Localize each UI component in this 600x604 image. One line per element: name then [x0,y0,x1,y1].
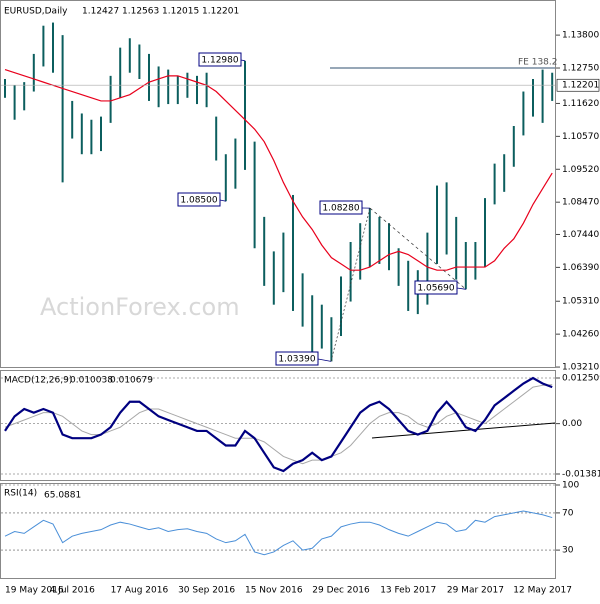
rsi-title: RSI(14) [4,489,37,499]
watermark: ActionForex.com [40,293,240,321]
y-tick-label: 1.06390 [562,263,599,273]
y-tick-label: 1.11620 [562,99,599,109]
y-tick-label: 0.00 [562,419,582,429]
annotation-label: 1.05690 [417,284,454,294]
x-tick-label: 13 Feb 2017 [380,586,436,596]
fe-label: FE 138.2 [518,58,558,68]
x-tick-label: 29 Mar 2017 [447,586,504,596]
header-value: 0.010038 [70,376,113,386]
header-value: 1.12427 [82,7,119,17]
y-tick-label: 1.13800 [562,31,599,41]
x-tick-label: 4 Jul 2016 [50,586,95,596]
x-tick-label: 17 Aug 2016 [111,586,169,596]
y-tick-label: 0.012509 [562,373,600,383]
header-value: 1.12015 [162,7,199,17]
annotation-label: 1.03390 [278,355,315,365]
y-tick-label: 100 [562,481,579,491]
y-tick-label: 1.04260 [562,330,599,340]
y-tick-label: 1.10570 [562,132,599,142]
x-tick-label: 15 Nov 2016 [245,586,303,596]
annotation-label: 1.12980 [201,56,238,66]
y-tick-label: 1.12750 [562,64,599,74]
y-tick-label: 70 [562,508,574,518]
header-value: 1.12201 [202,7,239,17]
header-value: 65.0881 [44,491,81,501]
y-tick-label: 1.09520 [562,165,599,175]
x-tick-label: 30 Sep 2016 [178,586,235,596]
x-tick-label: 12 May 2017 [513,586,572,596]
header-value: 1.12563 [122,7,159,17]
annotation-label: 1.08500 [180,196,217,206]
y-tick-label: -0.013813 [562,470,600,480]
header-value: 0.010679 [110,376,153,386]
macd-title: MACD(12,26,9) [4,376,72,386]
last-price-label: 1.12201 [562,81,599,91]
chart-title: EURUSD,Daily [4,7,68,17]
x-tick-label: 29 Dec 2016 [312,586,370,596]
y-tick-label: 1.05310 [562,297,599,307]
y-tick-label: 30 [562,546,574,556]
y-tick-label: 1.08470 [562,198,599,208]
y-tick-label: 1.07440 [562,230,599,240]
y-tick-label: 1.03210 [562,363,599,373]
annotation-label: 1.08280 [322,204,359,214]
